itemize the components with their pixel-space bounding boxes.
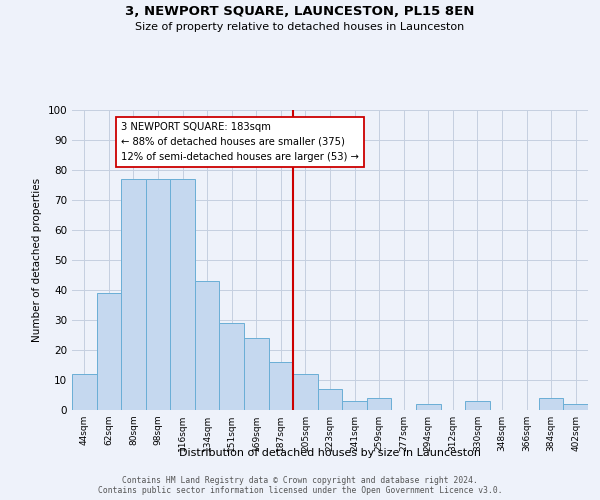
Bar [146,179,170,410]
Bar [293,374,318,410]
Text: Size of property relative to detached houses in Launceston: Size of property relative to detached ho… [136,22,464,32]
Bar [121,179,146,410]
Bar [195,281,220,410]
Bar [318,389,342,410]
Bar [539,398,563,410]
Bar [563,404,588,410]
Bar [244,338,269,410]
Text: Distribution of detached houses by size in Launceston: Distribution of detached houses by size … [179,448,481,458]
Y-axis label: Number of detached properties: Number of detached properties [32,178,42,342]
Text: 3, NEWPORT SQUARE, LAUNCESTON, PL15 8EN: 3, NEWPORT SQUARE, LAUNCESTON, PL15 8EN [125,5,475,18]
Bar [342,401,367,410]
Bar [269,362,293,410]
Bar [465,401,490,410]
Text: Contains HM Land Registry data © Crown copyright and database right 2024.: Contains HM Land Registry data © Crown c… [122,476,478,485]
Bar [170,179,195,410]
Bar [72,374,97,410]
Bar [367,398,391,410]
Text: 3 NEWPORT SQUARE: 183sqm
← 88% of detached houses are smaller (375)
12% of semi-: 3 NEWPORT SQUARE: 183sqm ← 88% of detach… [121,122,359,162]
Bar [416,404,440,410]
Text: Contains public sector information licensed under the Open Government Licence v3: Contains public sector information licen… [98,486,502,495]
Bar [220,323,244,410]
Bar [97,293,121,410]
